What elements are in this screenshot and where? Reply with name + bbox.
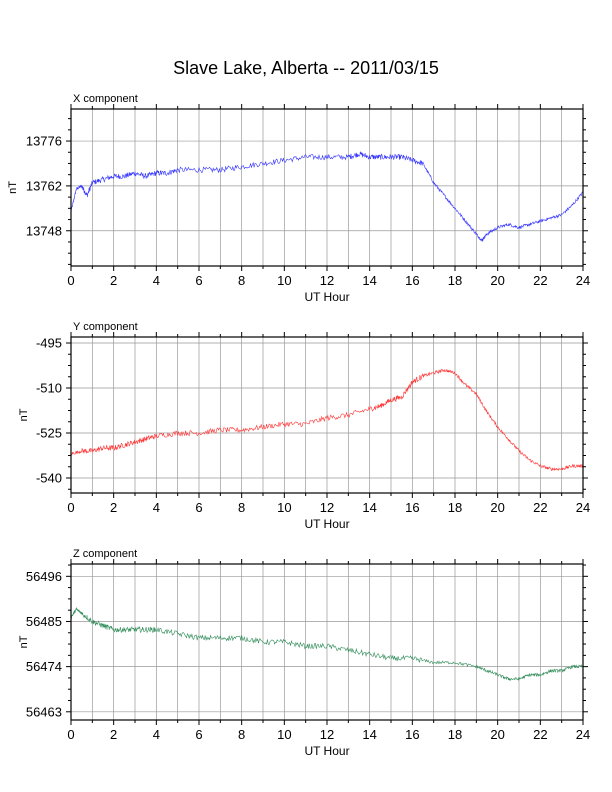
x-tick-label: 8 [238, 500, 245, 515]
x-tick-label: 18 [448, 500, 462, 515]
x-tick-label: 14 [362, 273, 376, 288]
x-tick-label: 20 [490, 500, 504, 515]
y-axis-label-3: nT [18, 635, 30, 648]
x-tick-label: 20 [490, 273, 504, 288]
x-tick-label: 14 [362, 727, 376, 742]
x-tick-label: 4 [153, 500, 160, 515]
x-tick-label: 6 [195, 727, 202, 742]
x-tick-label: 0 [67, 273, 74, 288]
x-tick-label: 6 [195, 500, 202, 515]
x-tick-label: 10 [277, 727, 291, 742]
x-tick-label: 12 [320, 500, 334, 515]
page-title: Slave Lake, Alberta -- 2011/03/15 [173, 58, 439, 78]
y-tick-label: -540 [36, 471, 62, 486]
series-line-3 [70, 607, 584, 681]
y-axis-label-1: nT [7, 181, 19, 194]
x-axis-label-1: UT Hour [304, 290, 349, 304]
x-tick-label: 24 [576, 727, 590, 742]
y-tick-label: -525 [36, 426, 62, 441]
x-tick-label: 0 [67, 727, 74, 742]
x-tick-label: 18 [448, 727, 462, 742]
y-tick-label: -510 [36, 381, 62, 396]
x-tick-label: 8 [238, 273, 245, 288]
x-tick-label: 2 [110, 727, 117, 742]
y-tick-label: -495 [36, 336, 62, 351]
x-tick-label: 12 [320, 727, 334, 742]
x-tick-label: 4 [153, 273, 160, 288]
x-tick-label: 8 [238, 727, 245, 742]
x-tick-label: 6 [195, 273, 202, 288]
x-axis-label-3: UT Hour [304, 744, 349, 758]
x-tick-label: 22 [533, 273, 547, 288]
x-axis-label-2: UT Hour [304, 517, 349, 531]
x-tick-label: 4 [153, 727, 160, 742]
x-tick-label: 24 [576, 273, 590, 288]
y-tick-label: 56474 [26, 659, 62, 674]
x-tick-label: 24 [576, 500, 590, 515]
y-tick-label: 13762 [26, 178, 62, 193]
component-label-1: X component [73, 93, 138, 105]
y-tick-label: 56485 [26, 614, 62, 629]
y-tick-label: 56463 [26, 704, 62, 719]
x-tick-label: 10 [277, 273, 291, 288]
x-tick-label: 10 [277, 500, 291, 515]
x-tick-label: 22 [533, 727, 547, 742]
x-tick-label: 18 [448, 273, 462, 288]
y-axis-label-2: nT [18, 408, 30, 421]
component-label-2: Y component [73, 321, 138, 333]
x-tick-label: 22 [533, 500, 547, 515]
y-tick-label: 56496 [26, 569, 62, 584]
x-tick-label: 14 [362, 500, 376, 515]
x-tick-label: 0 [67, 500, 74, 515]
component-label-3: Z component [73, 548, 137, 560]
series-line-1 [70, 151, 584, 243]
x-tick-label: 2 [110, 273, 117, 288]
x-tick-label: 16 [405, 727, 419, 742]
series-line-2 [70, 368, 584, 471]
y-tick-label: 13776 [26, 134, 62, 149]
x-tick-label: 12 [320, 273, 334, 288]
x-tick-label: 20 [490, 727, 504, 742]
x-tick-label: 16 [405, 500, 419, 515]
y-tick-label: 13748 [26, 223, 62, 238]
x-tick-label: 2 [110, 500, 117, 515]
x-tick-label: 16 [405, 273, 419, 288]
